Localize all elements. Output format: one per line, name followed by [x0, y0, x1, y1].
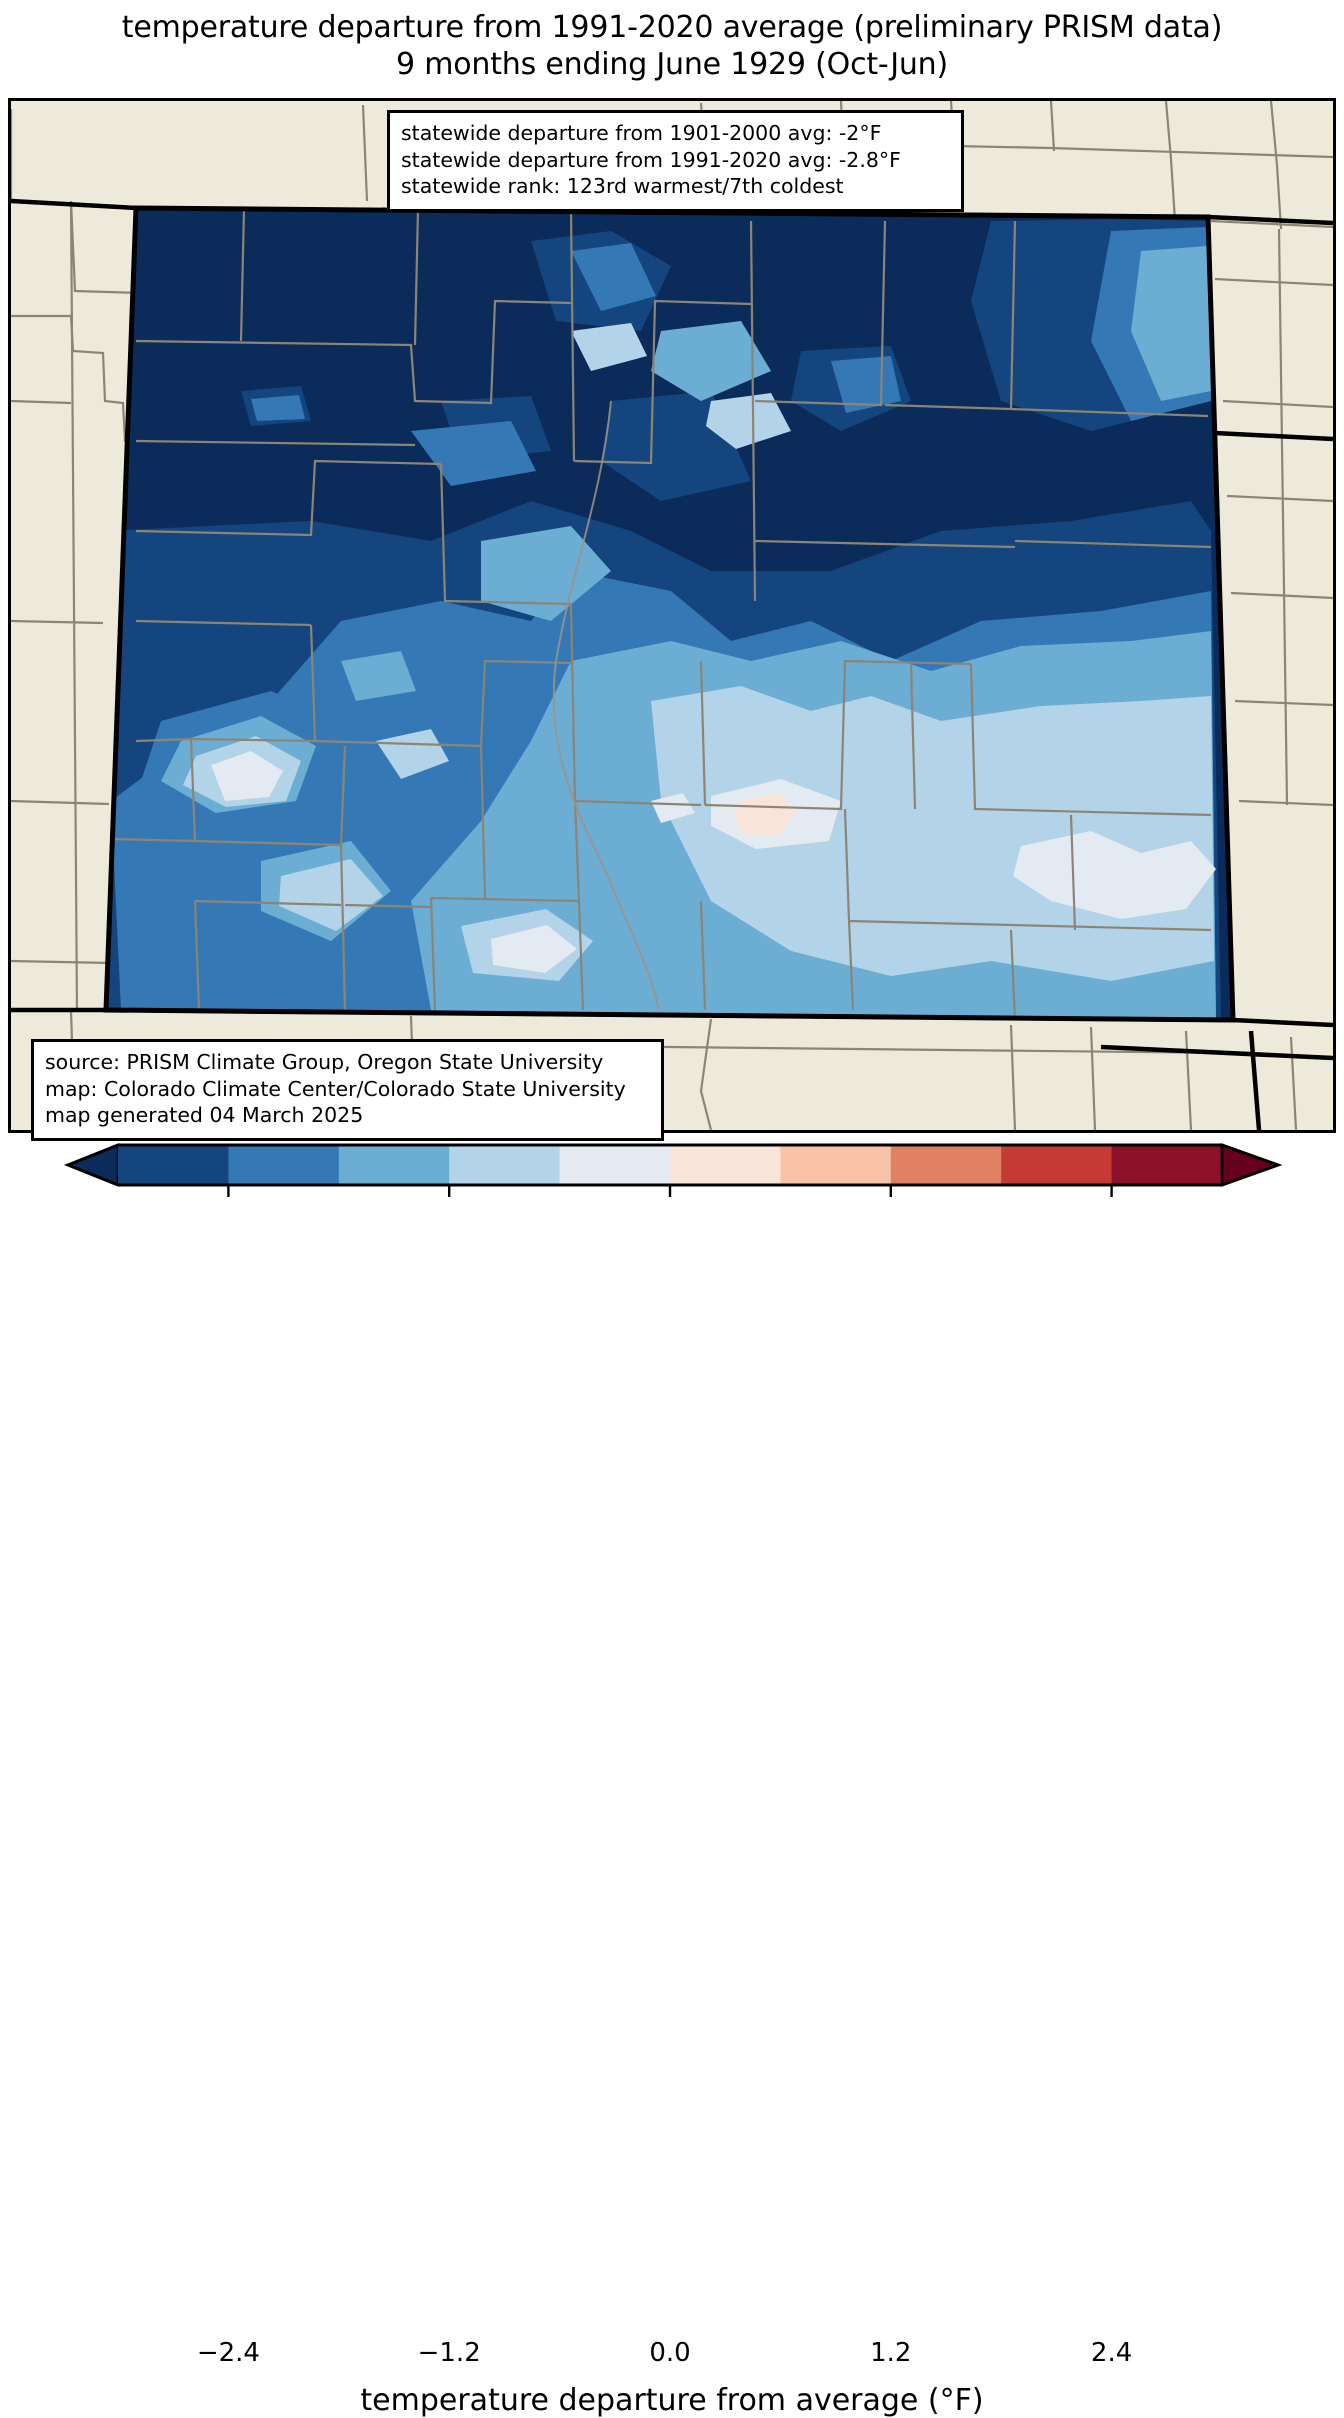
colorbar-tick-label-2: 0.0	[649, 2338, 691, 2368]
map-panel	[8, 98, 1336, 1133]
stats-line-3: statewide rank: 123rd warmest/7th coldes…	[401, 174, 844, 199]
colorbar-band-4	[559, 1145, 671, 1185]
colorbar-swatches	[63, 1143, 1283, 1197]
page-title: temperature departure from 1991-2020 ave…	[0, 10, 1344, 83]
stats-line-1: statewide departure from 1901-2000 avg: …	[401, 121, 882, 145]
title-line-2: 9 months ending June 1929 (Oct-Jun)	[396, 46, 948, 82]
source-line-3: map generated 04 March 2025	[45, 1103, 364, 1128]
colorbar-tick-label-3: 1.2	[870, 2338, 912, 2368]
source-line-2: map: Colorado Climate Center/Colorado St…	[45, 1076, 626, 1101]
stats-line-2: statewide departure from 1991-2020 avg: …	[401, 147, 901, 172]
colorbar-band-6	[780, 1145, 892, 1185]
colorbar-tick-label-0: −2.4	[196, 2338, 260, 2368]
colorbar-band-8	[1001, 1145, 1113, 1185]
colorbar: −2.4 −1.2 0.0 1.2 2.4 temperature departure …	[0, 1140, 1344, 2418]
colorbar-over-arrow	[1220, 1143, 1282, 1187]
colorado-anomaly-map	[11, 101, 1333, 1130]
colorbar-band-2	[338, 1145, 450, 1185]
source-credit-box: source: PRISM Climate Group, Oregon Stat…	[31, 1039, 664, 1141]
colorbar-tick-label-1: −1.2	[417, 2338, 481, 2368]
colorbar-tick-labels: −2.4 −1.2 0.0 1.2 2.4	[0, 2338, 1344, 2378]
colorbar-tick-label-4: 2.4	[1090, 2338, 1133, 2368]
colorbar-band-3	[449, 1145, 561, 1185]
colorbar-band-9	[1111, 1145, 1223, 1185]
temperature-anomaly-contours	[106, 208, 1233, 1020]
colorbar-band-1	[228, 1145, 340, 1185]
colorbar-under-arrow	[64, 1143, 120, 1187]
colorado-state-border	[103, 205, 1236, 1023]
colorbar-band-7	[890, 1145, 1002, 1185]
source-line-1: source: PRISM Climate Group, Oregon Stat…	[45, 1050, 604, 1074]
colorbar-outline	[63, 1143, 1283, 1187]
title-line-1: temperature departure from 1991-2020 ave…	[121, 10, 1223, 45]
colorbar-band-0	[118, 1145, 229, 1185]
divide-line	[552, 400, 660, 1011]
statewide-stats-box: statewide departure from 1901-2000 avg: …	[387, 110, 964, 212]
colorbar-axis-label: temperature departure from average (°F)	[360, 2383, 984, 2418]
colorbar-band-5	[670, 1145, 781, 1185]
county-lines	[110, 208, 1212, 1020]
